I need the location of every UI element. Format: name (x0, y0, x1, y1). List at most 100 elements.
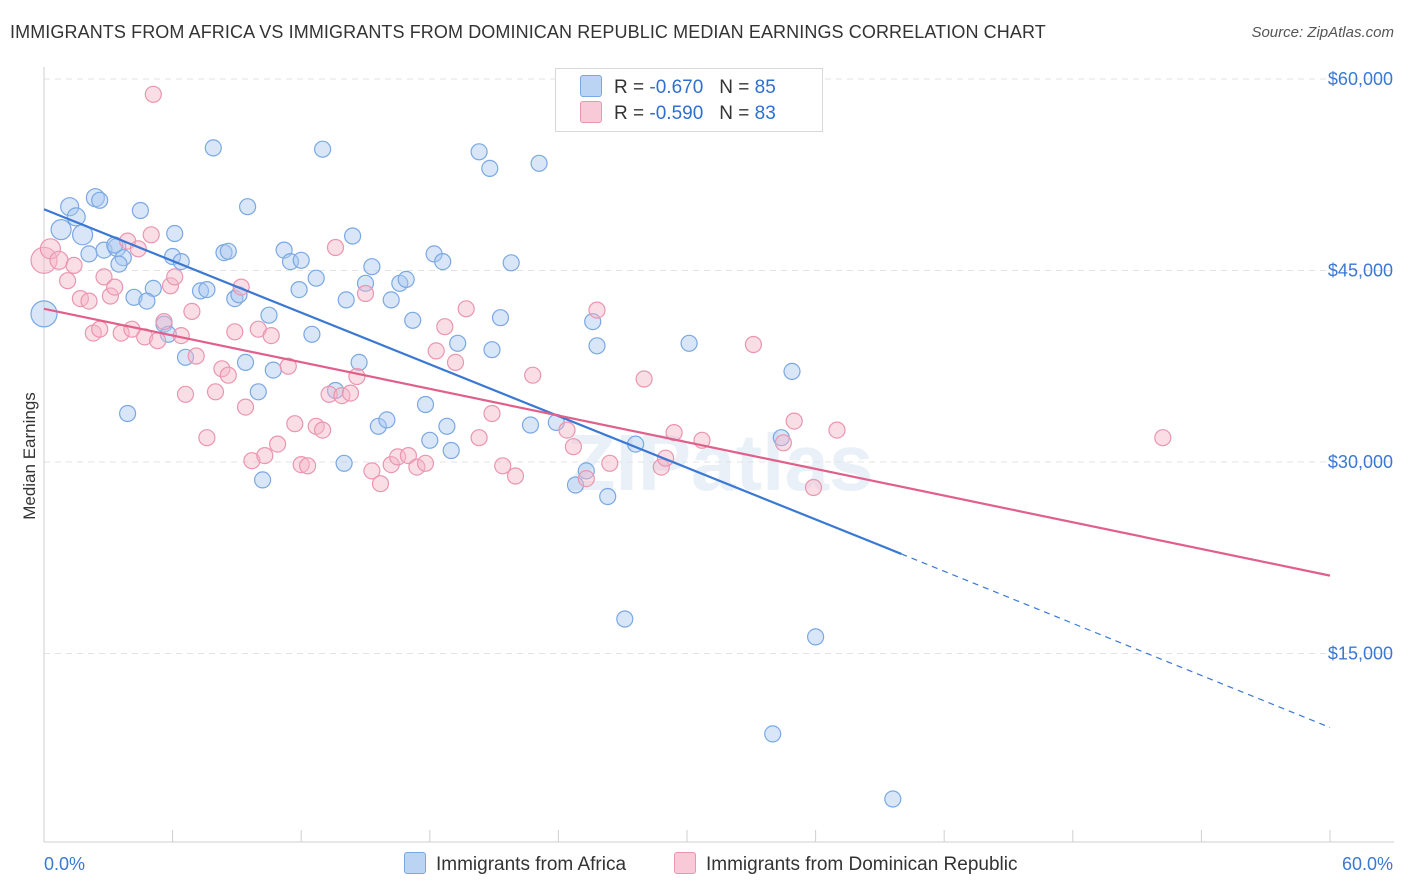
data-point[interactable] (449, 334, 467, 352)
data-point[interactable] (427, 342, 445, 360)
data-point[interactable] (470, 143, 488, 161)
data-point[interactable] (1154, 429, 1172, 447)
data-point[interactable] (236, 353, 255, 371)
data-point[interactable] (588, 337, 606, 355)
data-point[interactable] (198, 429, 216, 447)
data-point[interactable] (320, 385, 338, 403)
data-point[interactable] (286, 415, 304, 433)
data-point[interactable] (101, 287, 120, 305)
bottom-legend-africa[interactable]: Immigrants from Africa (404, 852, 626, 876)
data-point[interactable] (303, 325, 321, 343)
data-point[interactable] (457, 300, 475, 318)
data-point[interactable] (434, 253, 452, 271)
data-point[interactable] (91, 320, 109, 338)
data-point[interactable] (58, 272, 77, 290)
data-point[interactable] (564, 438, 583, 456)
data-point[interactable] (502, 254, 520, 272)
data-point[interactable] (142, 226, 160, 244)
data-point[interactable] (254, 471, 272, 489)
data-point[interactable] (382, 291, 400, 309)
data-point[interactable] (635, 370, 653, 388)
data-point[interactable] (166, 224, 184, 243)
data-point[interactable] (299, 457, 317, 475)
data-point[interactable] (125, 288, 143, 306)
data-point[interactable] (408, 458, 426, 476)
data-point[interactable] (884, 790, 902, 808)
data-point[interactable] (260, 306, 278, 324)
data-point[interactable] (350, 353, 368, 371)
data-point[interactable] (378, 411, 396, 429)
data-point[interactable] (219, 242, 237, 260)
data-point[interactable] (337, 291, 355, 309)
data-point[interactable] (783, 362, 801, 380)
data-point[interactable] (369, 417, 387, 435)
data-point[interactable] (399, 447, 417, 465)
data-point[interactable] (65, 256, 83, 274)
data-point[interactable] (356, 274, 375, 292)
data-point[interactable] (106, 278, 124, 296)
data-point[interactable] (344, 227, 362, 245)
data-point[interactable] (279, 357, 297, 375)
data-point[interactable] (416, 454, 435, 472)
data-point[interactable] (262, 327, 280, 345)
data-point[interactable] (161, 277, 180, 295)
data-point[interactable] (219, 366, 237, 384)
data-point[interactable] (243, 452, 261, 470)
data-point[interactable] (314, 421, 332, 439)
data-point[interactable] (50, 219, 72, 241)
data-point[interactable] (341, 384, 360, 402)
data-point[interactable] (206, 383, 225, 401)
data-point[interactable] (183, 302, 201, 320)
data-point[interactable] (144, 85, 162, 103)
data-point[interactable] (149, 332, 167, 350)
data-point[interactable] (599, 487, 617, 506)
data-point[interactable] (60, 197, 80, 217)
data-point[interactable] (91, 191, 109, 209)
data-point[interactable] (49, 250, 69, 270)
data-point[interactable] (774, 434, 793, 452)
data-point[interactable] (131, 201, 149, 220)
data-point[interactable] (326, 238, 345, 257)
data-point[interactable] (204, 139, 222, 157)
data-point[interactable] (481, 159, 499, 177)
data-point[interactable] (804, 478, 823, 497)
data-point[interactable] (239, 198, 257, 216)
data-point[interactable] (616, 610, 634, 628)
data-point[interactable] (264, 361, 282, 379)
data-point[interactable] (404, 311, 422, 329)
data-point[interactable] (652, 458, 670, 476)
data-point[interactable] (744, 335, 763, 354)
data-point[interactable] (292, 251, 310, 269)
data-point[interactable] (335, 454, 353, 472)
data-point[interactable] (356, 284, 375, 303)
data-point[interactable] (483, 341, 501, 359)
data-point[interactable] (397, 270, 415, 288)
data-point[interactable] (236, 398, 255, 416)
data-point[interactable] (446, 353, 465, 371)
data-point[interactable] (187, 347, 205, 365)
data-point[interactable] (166, 268, 184, 286)
data-point[interactable] (30, 300, 58, 328)
data-point[interactable] (438, 417, 456, 435)
data-point[interactable] (307, 269, 325, 287)
data-point[interactable] (436, 318, 454, 336)
data-point[interactable] (524, 366, 542, 384)
data-point[interactable] (491, 309, 510, 327)
data-point[interactable] (416, 395, 435, 414)
data-point[interactable] (558, 421, 576, 439)
data-point[interactable] (213, 360, 231, 378)
data-point[interactable] (110, 255, 128, 273)
data-point[interactable] (363, 258, 381, 276)
data-point[interactable] (95, 268, 113, 286)
data-point[interactable] (483, 404, 501, 423)
data-point[interactable] (530, 154, 548, 172)
data-point[interactable] (785, 412, 803, 430)
data-point[interactable] (292, 456, 310, 474)
data-point[interactable] (176, 385, 195, 403)
data-point[interactable] (80, 245, 98, 263)
data-point[interactable] (290, 281, 308, 299)
data-point[interactable] (421, 431, 439, 449)
data-point[interactable] (601, 454, 619, 472)
data-point[interactable] (494, 457, 512, 475)
data-point[interactable] (256, 447, 274, 465)
